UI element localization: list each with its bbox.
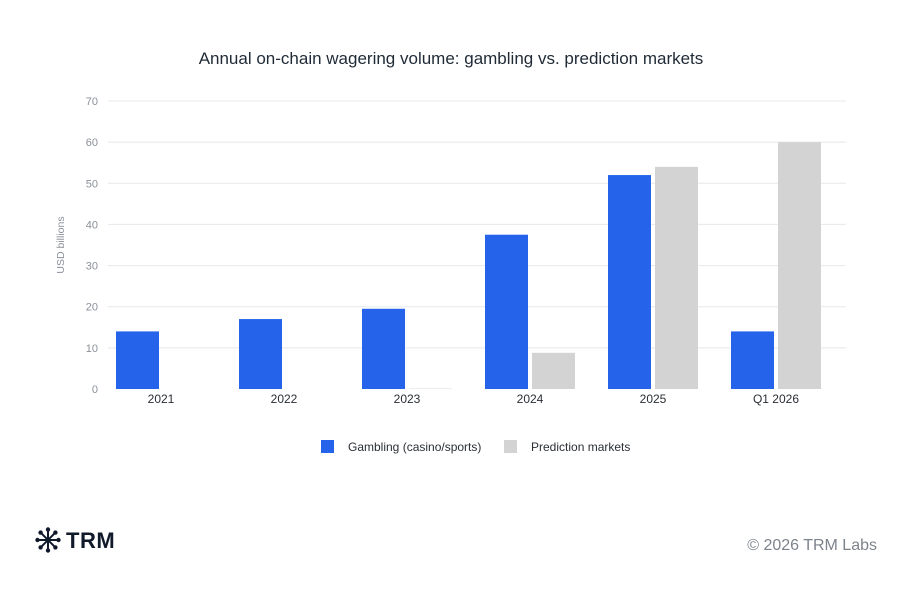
chart-title: Annual on-chain wagering volume: gamblin… [199,49,704,68]
x-tick-label: Q1 2026 [753,392,799,406]
y-tick-label: 50 [86,178,98,190]
legend-label-prediction-markets: Prediction markets [531,440,630,454]
bar-prediction-markets-2025 [655,166,698,389]
bar-gambling-2023 [362,308,405,389]
x-axis-ticks: 2021 2022 2023 2024 2025 Q1 2026 [148,392,800,406]
bar-gambling-2021 [116,331,159,389]
y-tick-label: 40 [86,219,98,231]
logo-text: TRM [66,528,115,553]
bar-prediction-markets-q1-2026 [778,142,821,389]
legend-swatch-gambling [321,440,334,453]
y-tick-label: 0 [92,384,98,396]
y-axis-ticks: 0 10 20 30 40 50 60 70 [86,96,98,396]
trm-logo: TRM [35,527,115,553]
legend-swatch-prediction-markets [504,440,517,453]
legend: Gambling (casino/sports) Prediction marke… [321,440,630,454]
y-tick-label: 60 [86,137,98,149]
asterisk-network-icon [35,527,61,553]
x-tick-label: 2022 [271,392,298,406]
x-tick-label: 2023 [394,392,421,406]
y-tick-label: 30 [86,261,98,273]
x-tick-label: 2024 [517,392,544,406]
copyright-text: © 2026 TRM Labs [747,537,877,554]
x-tick-label: 2021 [148,392,175,406]
gridlines [108,100,846,349]
y-tick-label: 10 [86,343,98,355]
y-tick-label: 70 [86,96,98,108]
bar-gambling-q1-2026 [731,331,774,389]
y-tick-label: 20 [86,302,98,314]
legend-label-gambling: Gambling (casino/sports) [348,440,481,454]
bar-prediction-markets-2024 [532,352,575,389]
x-tick-label: 2025 [640,392,667,406]
y-axis-label: USD billions [55,216,67,273]
bar-gambling-2025 [608,175,651,389]
bar-gambling-2022 [239,319,282,389]
bars [116,142,821,389]
bar-gambling-2024 [485,234,528,389]
